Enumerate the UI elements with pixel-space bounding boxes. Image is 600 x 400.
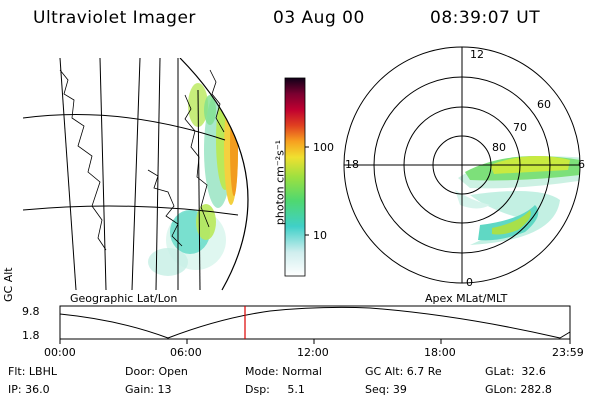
glon-info: GLon: 282.8	[485, 383, 552, 396]
gc-alt-info: GC Alt: 6.7 Re	[365, 365, 442, 378]
mlat-label-60: 60	[537, 98, 551, 111]
date-label: 03 Aug 00	[273, 8, 365, 28]
orbit-x-tick-1800: 18:00	[424, 346, 456, 359]
colorbar-tick-100: 100	[313, 141, 334, 154]
right-panel-caption: Apex MLat/MLT	[425, 292, 508, 305]
mlt-label-12: 12	[470, 48, 484, 61]
door-info: Door: Open	[125, 365, 188, 378]
mlat-label-70: 70	[513, 121, 527, 134]
orbit-x-tick-0000: 00:00	[44, 346, 76, 359]
filter-info: Flt: LBHL	[8, 365, 57, 378]
orbit-y-tick-low: 1.8	[22, 329, 40, 342]
orbit-y-tick-high: 9.8	[22, 305, 40, 318]
seq-info: Seq: 39	[365, 383, 407, 396]
orbit-x-tick-2359: 23:59	[552, 346, 584, 359]
colorbar	[284, 77, 309, 277]
mode-info: Mode: Normal	[245, 365, 322, 378]
orbit-x-tick-0600: 06:00	[170, 346, 202, 359]
gain-info: Gain: 13	[125, 383, 172, 396]
mlt-label-6: 6	[578, 158, 585, 171]
orbit-x-tick-1200: 12:00	[297, 346, 329, 359]
ip-info: IP: 36.0	[8, 383, 50, 396]
mlt-label-0: 0	[466, 276, 473, 289]
dsp-info: Dsp: 5.1	[245, 383, 305, 396]
mlt-label-18: 18	[345, 158, 359, 171]
mlat-label-80: 80	[492, 141, 506, 154]
orbit-y-label: GC Alt	[2, 267, 15, 302]
instrument-title: Ultraviolet Imager	[33, 8, 196, 28]
colorbar-tick-10: 10	[313, 229, 327, 242]
glat-info: GLat: 32.6	[485, 365, 546, 378]
left-panel-caption: Geographic Lat/Lon	[70, 292, 178, 305]
time-label: 08:39:07 UT	[430, 8, 541, 28]
